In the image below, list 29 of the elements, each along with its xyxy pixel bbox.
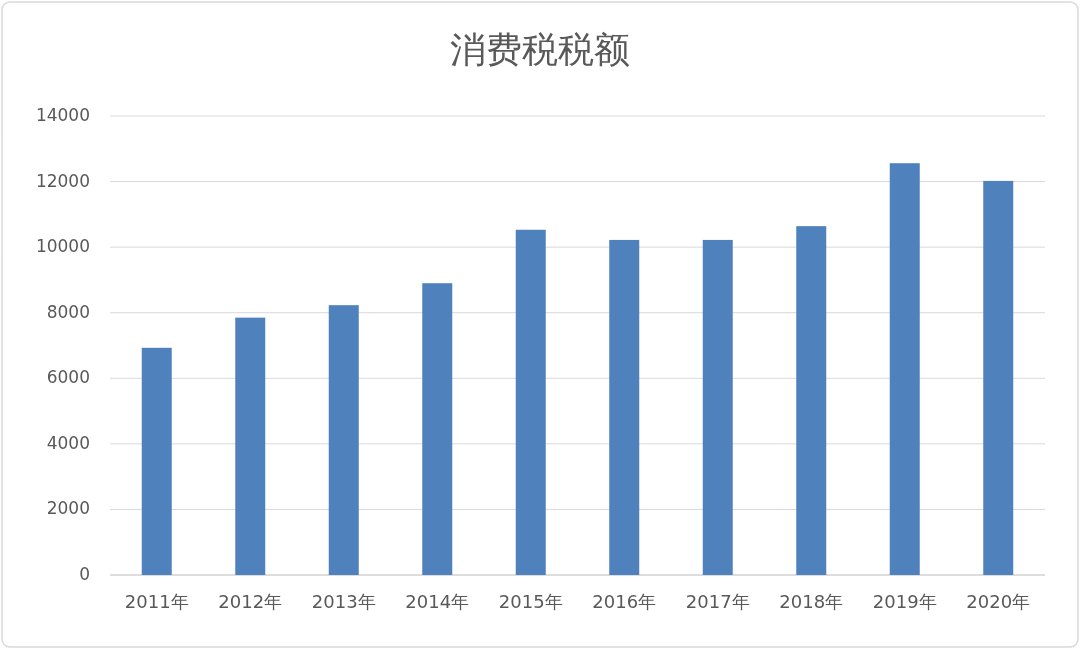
x-tick-label: 2017年	[685, 591, 750, 612]
y-tick-label: 14000	[35, 105, 90, 125]
y-tick-label: 2000	[46, 498, 90, 519]
x-tick-label: 2013年	[311, 591, 376, 612]
bar	[796, 226, 827, 575]
x-tick-label: 2011年	[124, 591, 189, 612]
y-tick-label: 6000	[46, 367, 90, 388]
chart-title: 消费税税额	[450, 29, 630, 70]
bar	[328, 305, 359, 575]
bar	[983, 180, 1014, 575]
x-tick-label: 2019年	[872, 591, 937, 612]
bar	[889, 163, 920, 575]
bar	[235, 317, 266, 575]
bar	[141, 347, 172, 575]
y-tick-label: 0	[79, 564, 90, 584]
y-tick-label: 10000	[35, 236, 90, 257]
x-tick-label: 2018年	[779, 591, 844, 612]
bar	[702, 239, 733, 575]
x-tick-label: 2012年	[218, 591, 283, 612]
x-tick-label: 2016年	[592, 591, 657, 612]
bar	[609, 239, 640, 575]
bar	[515, 229, 546, 575]
x-tick-label: 2015年	[498, 591, 563, 612]
y-tick-label: 12000	[35, 170, 90, 191]
bar	[422, 283, 453, 575]
y-tick-label: 8000	[46, 301, 90, 322]
x-tick-label: 2020年	[966, 591, 1031, 612]
x-tick-label: 2014年	[405, 591, 470, 612]
y-tick-label: 4000	[46, 432, 90, 453]
